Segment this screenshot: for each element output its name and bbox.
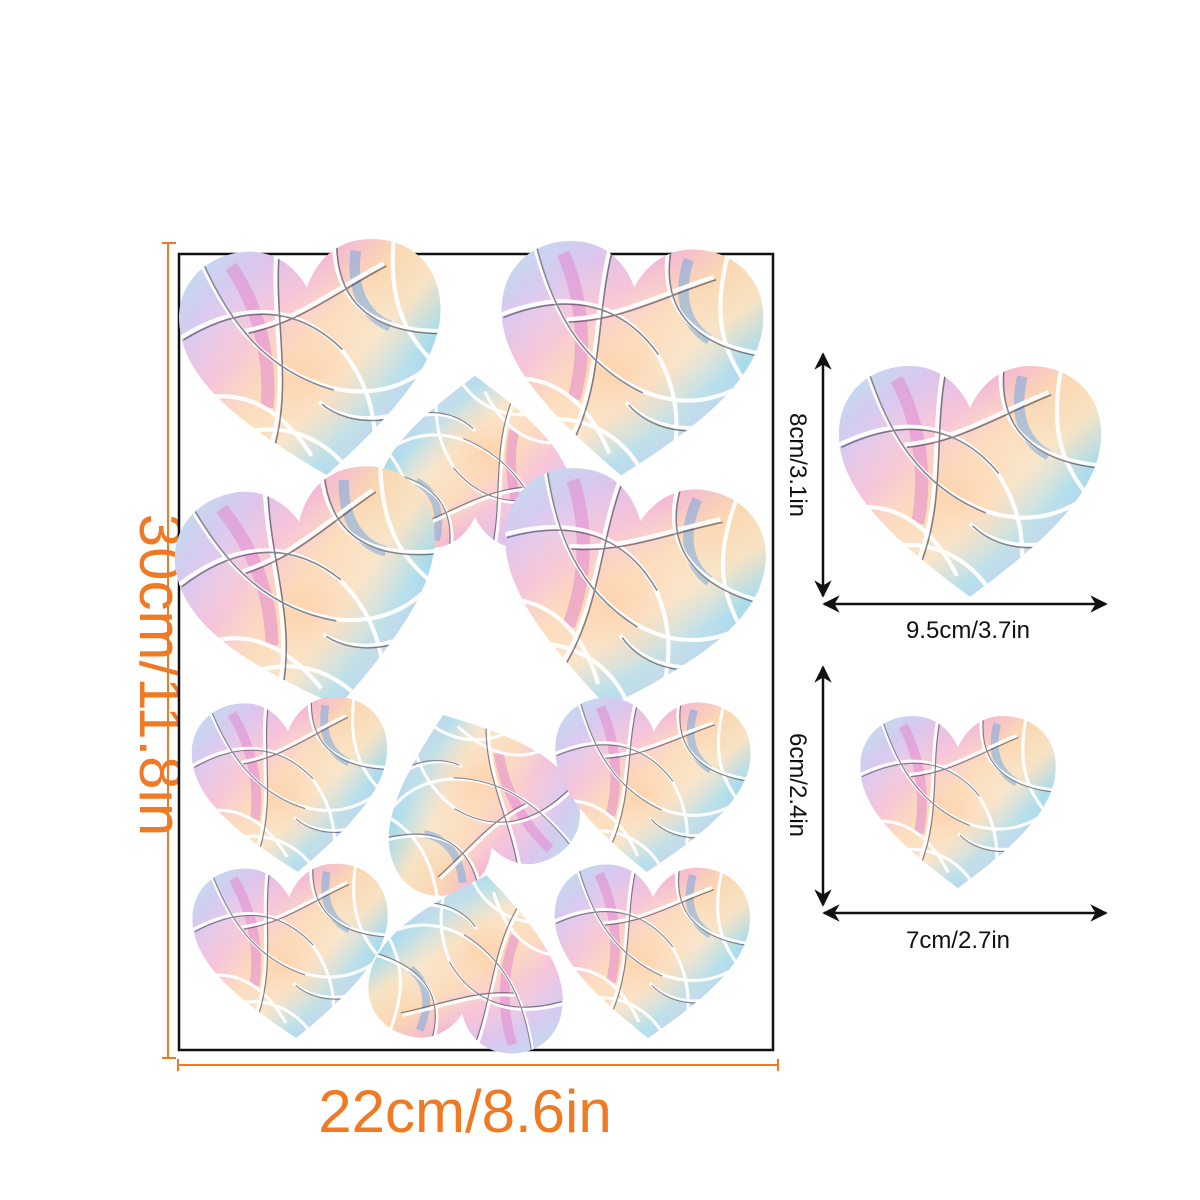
small-sticker-height-label: 6cm/2.4in	[784, 733, 811, 837]
sheet-width-dimension: 22cm/8.6in	[177, 1059, 779, 1145]
small-sticker-width-label: 7cm/2.7in	[906, 927, 1010, 954]
small-sticker-width-dimension: 7cm/2.7in	[822, 904, 1108, 954]
small-heart-sticker-icon	[860, 716, 1056, 892]
small-sticker-height-dimension: 6cm/2.4in	[784, 665, 832, 907]
large-heart-sticker-icon	[839, 366, 1101, 602]
large-sticker-width-dimension: 9.5cm/3.7in	[822, 595, 1108, 644]
large-sticker-height-dimension: 8cm/3.1in	[784, 352, 832, 598]
large-sticker-height-label: 8cm/3.1in	[784, 413, 811, 517]
sheet-width-label: 22cm/8.6in	[318, 1078, 612, 1145]
large-sticker-width-label: 9.5cm/3.7in	[906, 617, 1030, 644]
